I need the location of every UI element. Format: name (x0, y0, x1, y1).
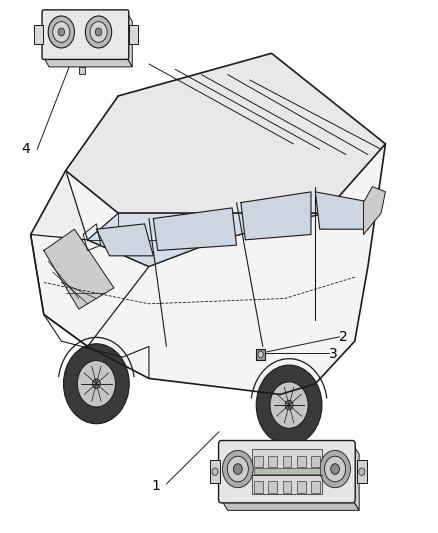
Circle shape (212, 468, 218, 475)
Polygon shape (241, 192, 311, 240)
Bar (283, 481, 291, 493)
Bar (256, 349, 265, 360)
Bar (252, 449, 322, 495)
Circle shape (58, 28, 65, 36)
Polygon shape (153, 208, 237, 251)
Circle shape (48, 16, 74, 48)
Circle shape (233, 464, 242, 474)
Text: 4: 4 (21, 142, 30, 156)
Polygon shape (96, 224, 153, 256)
Circle shape (285, 400, 293, 410)
Circle shape (331, 464, 339, 474)
Polygon shape (364, 187, 385, 235)
Circle shape (258, 351, 263, 358)
Polygon shape (127, 12, 132, 67)
FancyBboxPatch shape (219, 440, 355, 503)
Bar (311, 481, 320, 493)
FancyBboxPatch shape (42, 10, 129, 59)
Polygon shape (44, 229, 114, 309)
Polygon shape (31, 171, 324, 266)
Bar (297, 481, 306, 493)
Circle shape (227, 456, 248, 482)
Text: 3: 3 (329, 348, 338, 361)
Bar (254, 456, 263, 467)
Circle shape (320, 450, 350, 488)
Bar (79, 67, 85, 74)
Circle shape (95, 28, 102, 36)
Bar (268, 456, 277, 467)
Polygon shape (315, 192, 372, 229)
Bar (34, 25, 43, 44)
Bar (283, 456, 291, 467)
Bar (357, 460, 367, 483)
Circle shape (256, 365, 322, 445)
Polygon shape (31, 144, 385, 394)
Bar (254, 468, 320, 474)
Circle shape (53, 21, 70, 43)
Circle shape (64, 344, 129, 424)
Bar (254, 481, 263, 493)
Circle shape (77, 360, 115, 407)
Circle shape (325, 456, 346, 482)
Text: 1: 1 (151, 479, 160, 493)
Bar (129, 25, 138, 44)
Circle shape (92, 379, 100, 389)
Bar (311, 456, 320, 467)
Circle shape (85, 16, 112, 48)
Polygon shape (353, 443, 359, 511)
Circle shape (359, 468, 365, 475)
Bar (297, 456, 306, 467)
Circle shape (270, 382, 308, 429)
Polygon shape (88, 213, 324, 266)
Circle shape (223, 450, 253, 488)
Polygon shape (44, 57, 132, 67)
Bar (210, 460, 220, 483)
Bar (268, 481, 277, 493)
Circle shape (90, 21, 107, 43)
Polygon shape (66, 53, 385, 213)
Polygon shape (221, 500, 359, 511)
Text: 2: 2 (339, 330, 348, 344)
